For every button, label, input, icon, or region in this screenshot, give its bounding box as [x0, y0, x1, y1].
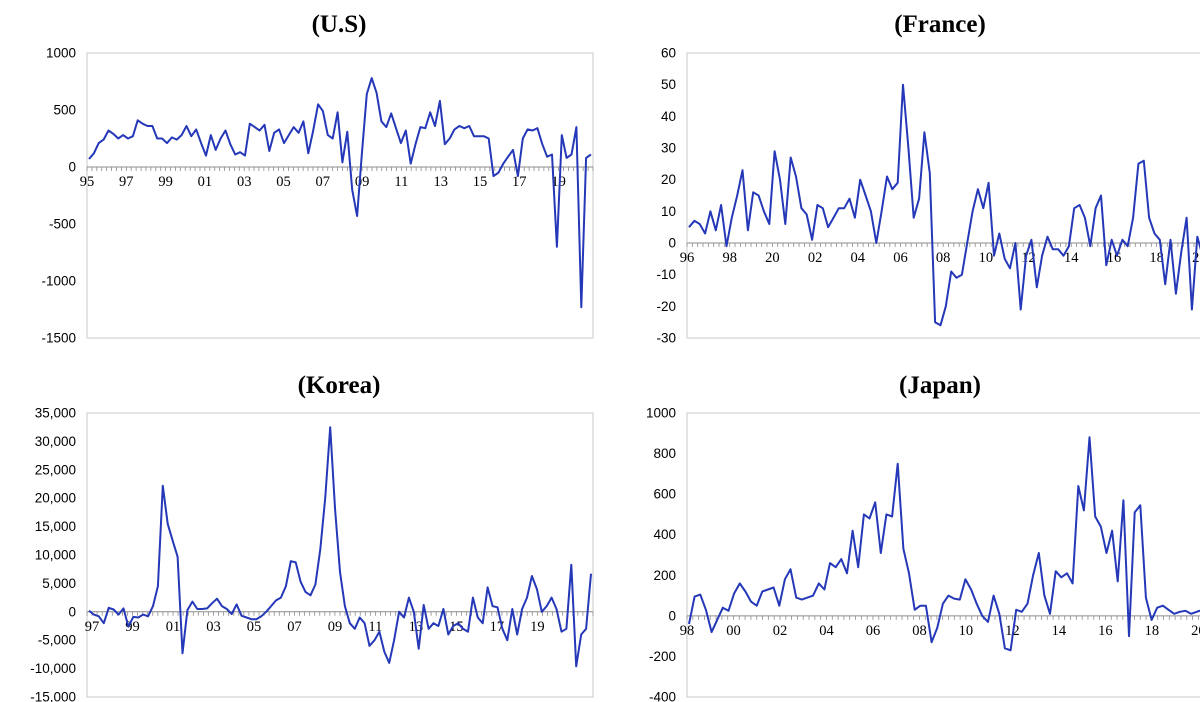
- y-tick-label: 10,000: [35, 548, 76, 563]
- series-line: [88, 77, 592, 309]
- y-tick-label: -1000: [41, 274, 76, 289]
- y-tick-label: 600: [653, 487, 676, 502]
- y-tick-label: -10: [656, 267, 676, 282]
- x-tick-label: 97: [119, 174, 134, 190]
- y-tick-label: -20: [656, 299, 676, 314]
- x-tick-label: 95: [80, 174, 95, 190]
- x-tick-label: 13: [433, 174, 448, 190]
- chart-title-us: (U.S): [311, 11, 367, 38]
- x-tick-label: 05: [276, 174, 291, 190]
- y-tick-label: 25,000: [35, 462, 76, 477]
- y-tick-label: 0: [668, 236, 676, 251]
- y-tick-label: -1500: [41, 331, 76, 346]
- chart-japan: 1000 800 600 400 200 0 -200 -400 98 00 02 04 06 08 10 1…: [646, 406, 1200, 702]
- y-tick-label: 30,000: [35, 434, 76, 449]
- x-tick-label: 05: [247, 619, 262, 635]
- series-line: [688, 436, 1200, 652]
- x-tick-label: 06: [893, 250, 908, 266]
- x-tick-label: 02: [808, 250, 823, 266]
- y-tick-label: 60: [661, 46, 676, 61]
- x-tick-label: 09: [355, 174, 370, 190]
- x-tick-label: 19: [530, 619, 545, 635]
- x-tick-label: 97: [85, 619, 100, 635]
- y-tick-label: 1000: [646, 406, 676, 421]
- x-tick-label: 07: [287, 619, 302, 635]
- x-tick-label: 07: [316, 174, 331, 190]
- series-line: [88, 426, 592, 668]
- y-tick-label: 0: [668, 608, 676, 623]
- y-tick-label: -500: [49, 217, 76, 232]
- x-tick-label: 15: [473, 174, 488, 190]
- x-tick-label: 14: [1052, 623, 1067, 639]
- y-tick-label: 35,000: [35, 406, 76, 421]
- chart-korea: 35,000 30,000 25,000 20,000 15,000 10,000 5,00…: [30, 406, 594, 702]
- x-tick-label: 96: [680, 250, 695, 266]
- y-tick-label: 10: [661, 204, 676, 219]
- y-tick-label: 400: [653, 527, 676, 542]
- x-tick-label: 19: [551, 174, 566, 190]
- x-tick-label: 14: [1064, 250, 1079, 266]
- y-tick-label: -10,000: [30, 661, 76, 676]
- y-tick-label: -5,000: [38, 633, 76, 648]
- x-tick-label: 04: [819, 623, 834, 639]
- x-tick-label: 98: [722, 250, 737, 266]
- y-tick-label: 1000: [46, 46, 76, 61]
- y-tick-label: 500: [53, 103, 76, 118]
- x-tick-label: 20: [1191, 623, 1200, 639]
- chart-us: 1000 500 0 -500 -1000 -1500 95 97 99 01 03 05 07 09 11…: [41, 46, 594, 346]
- x-tick-label: 18: [1149, 250, 1164, 266]
- chart-title-japan: (Japan): [899, 372, 981, 399]
- x-tick-label: 99: [125, 619, 140, 635]
- x-tick-label: 20: [765, 250, 780, 266]
- x-tick-label: 16: [1098, 623, 1113, 639]
- y-tick-label: 40: [661, 109, 676, 124]
- y-tick-label: 30: [661, 141, 676, 156]
- y-tick-label: 20,000: [35, 491, 76, 506]
- series-line: [688, 83, 1200, 327]
- y-tick-label: 0: [68, 160, 76, 175]
- y-tick-label: -15,000: [30, 690, 76, 702]
- y-tick-label: -200: [649, 649, 676, 664]
- chart-title-france: (France): [894, 11, 986, 38]
- x-tick-label: 08: [936, 250, 951, 266]
- x-tick-label: 01: [198, 174, 213, 190]
- chart-title-korea: (Korea): [297, 372, 381, 399]
- y-tick-label: 50: [661, 77, 676, 92]
- plot-frame: [86, 52, 594, 339]
- x-tick-label: 11: [394, 174, 408, 190]
- x-tick-label: 18: [1145, 623, 1160, 639]
- x-tick-label: 99: [158, 174, 173, 190]
- plot-frame: [686, 52, 1200, 339]
- x-tick-label: 98: [680, 623, 695, 639]
- x-tick-label: 02: [773, 623, 788, 639]
- y-tick-label: 0: [68, 604, 76, 619]
- x-tick-label: 15: [449, 619, 464, 635]
- y-tick-label: 20: [661, 172, 676, 187]
- x-tick-label: 10: [979, 250, 994, 266]
- x-tick-label: 06: [866, 623, 881, 639]
- y-tick-label: -400: [649, 690, 676, 702]
- x-tick-label: 00: [726, 623, 741, 639]
- x-tick-label: 01: [166, 619, 181, 635]
- x-tick-label: 09: [328, 619, 343, 635]
- plot-frame: [86, 412, 594, 698]
- x-tick-label: 11: [368, 619, 382, 635]
- plot-frame: [686, 412, 1200, 698]
- y-tick-label: 800: [653, 446, 676, 461]
- x-tick-label: 04: [851, 250, 866, 266]
- y-tick-label: 200: [653, 568, 676, 583]
- x-tick-label: 10: [959, 623, 974, 639]
- x-tick-label: 03: [237, 174, 252, 190]
- x-tick-label: 17: [512, 174, 527, 190]
- y-tick-label: 15,000: [35, 519, 76, 534]
- x-tick-label: 03: [206, 619, 221, 635]
- y-tick-label: 5,000: [42, 576, 76, 591]
- y-tick-label: -30: [656, 331, 676, 346]
- x-tick-label: 08: [912, 623, 927, 639]
